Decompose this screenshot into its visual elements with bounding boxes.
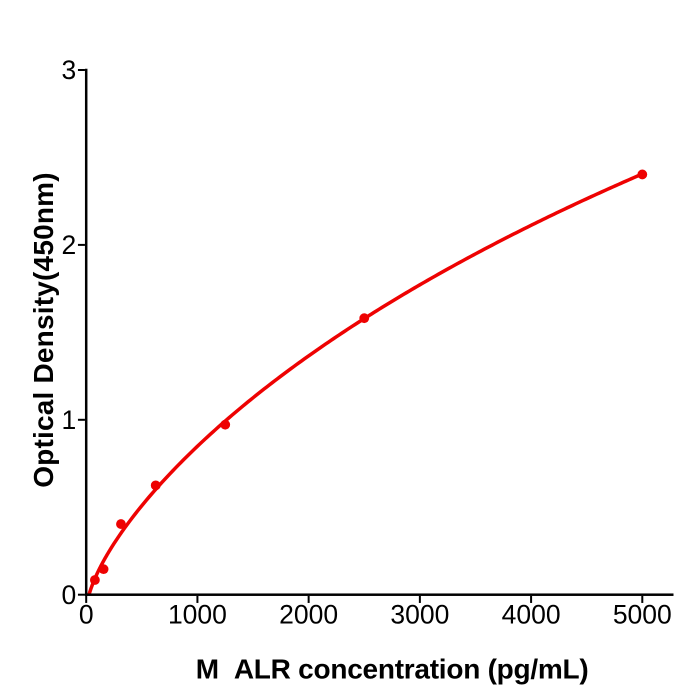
svg-text:Optical Density(450nm): Optical Density(450nm) [28,172,59,488]
svg-text:3: 3 [62,55,77,85]
svg-text:5000: 5000 [613,600,672,630]
svg-text:0: 0 [62,580,77,610]
svg-text:4000: 4000 [502,600,561,630]
svg-text:3000: 3000 [390,600,449,630]
svg-text:0: 0 [79,600,94,630]
svg-text:2000: 2000 [279,600,338,630]
svg-text:M ALR concentration (pg/mL): M ALR concentration (pg/mL) [196,654,589,685]
svg-text:1000: 1000 [168,600,227,630]
svg-text:2: 2 [62,230,77,260]
svg-text:1: 1 [62,405,77,435]
